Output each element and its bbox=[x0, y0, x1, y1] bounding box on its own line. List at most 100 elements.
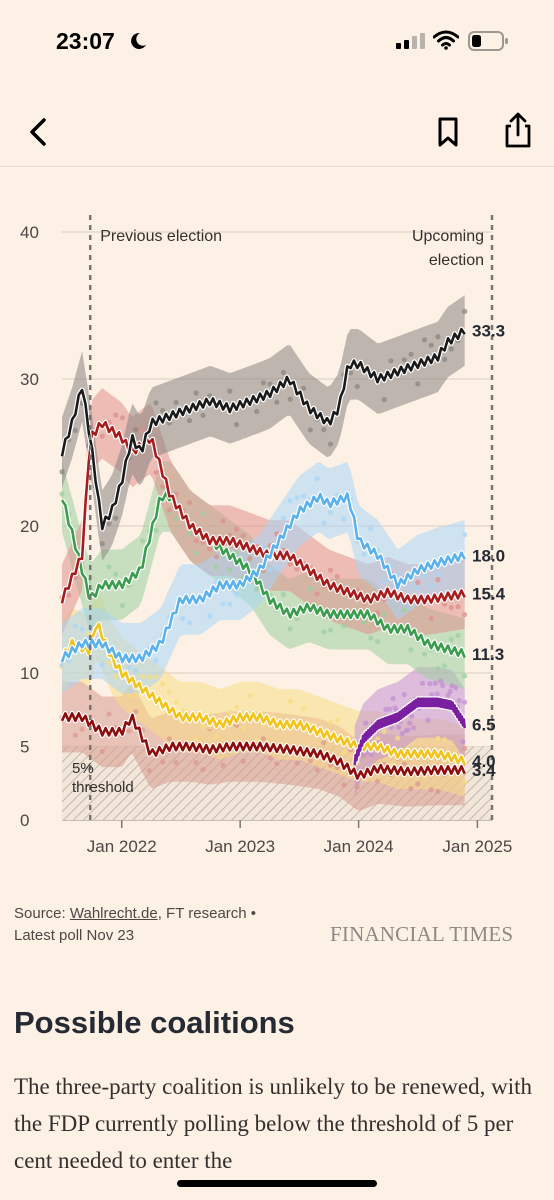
series-lines bbox=[59, 326, 468, 782]
poll-dot bbox=[462, 779, 468, 785]
series-end-label: 4.0 bbox=[472, 752, 496, 771]
poll-dot bbox=[233, 704, 240, 710]
poll-dot bbox=[72, 623, 78, 629]
poll-dot bbox=[193, 390, 199, 396]
poll-dot bbox=[307, 757, 313, 764]
poll-dot bbox=[425, 717, 431, 723]
poll-dot bbox=[321, 427, 327, 433]
poll-dot bbox=[421, 337, 428, 343]
poll-dot bbox=[113, 515, 119, 521]
poll-dot bbox=[363, 720, 369, 726]
x-tick-label: Jan 2024 bbox=[324, 837, 394, 856]
poll-dot bbox=[280, 591, 287, 598]
poll-dot bbox=[462, 746, 468, 752]
poll-dot bbox=[79, 726, 85, 732]
series-line bbox=[353, 697, 466, 766]
share-icon[interactable] bbox=[498, 110, 538, 152]
poll-dot bbox=[287, 498, 293, 504]
uncertainty-band bbox=[62, 295, 465, 561]
series-end-label: 18.0 bbox=[472, 546, 505, 565]
poll-dot bbox=[314, 476, 320, 482]
y-tick-label: 20 bbox=[20, 517, 39, 536]
poll-dot bbox=[381, 578, 387, 584]
poll-dot bbox=[160, 759, 166, 765]
poll-dot bbox=[415, 781, 421, 787]
poll-dot bbox=[233, 421, 240, 428]
poll-dot bbox=[106, 520, 112, 526]
poll-dot bbox=[334, 717, 340, 723]
poll-dot bbox=[227, 601, 233, 607]
series-line bbox=[60, 492, 466, 664]
poll-dot bbox=[442, 663, 448, 669]
poll-dot bbox=[421, 651, 428, 657]
y-tick-label: 30 bbox=[20, 370, 39, 389]
y-axis-ticks: 0 5 10 20 30 40 bbox=[20, 223, 39, 830]
poll-dot bbox=[388, 358, 394, 364]
poll-dot bbox=[307, 586, 313, 592]
poll-dot bbox=[173, 699, 179, 705]
poll-dot bbox=[133, 426, 139, 433]
poll-dot bbox=[361, 619, 367, 625]
ft-logo: FINANCIAL TIMES bbox=[330, 922, 514, 946]
poll-dot bbox=[334, 573, 340, 580]
article-heading: Possible coalitions bbox=[14, 1005, 295, 1040]
y-tick-label: 40 bbox=[20, 223, 39, 242]
poll-dot bbox=[153, 674, 159, 680]
poll-dot bbox=[442, 356, 448, 362]
poll-dot bbox=[240, 725, 246, 731]
poll-dot bbox=[341, 623, 347, 629]
poll-dot bbox=[301, 385, 307, 391]
poll-dot bbox=[99, 433, 105, 439]
poll-dot bbox=[429, 692, 435, 698]
poll-dot bbox=[341, 782, 347, 788]
poll-dot bbox=[287, 396, 293, 402]
poll-dot bbox=[435, 571, 441, 577]
poll-dot bbox=[193, 736, 199, 743]
poll-dot bbox=[301, 493, 307, 499]
bookmark-icon[interactable] bbox=[430, 112, 466, 152]
poll-dot bbox=[442, 601, 448, 607]
poll-dot bbox=[435, 577, 441, 583]
poll-dot bbox=[106, 660, 112, 666]
cellular-signal-icon bbox=[396, 33, 425, 49]
series-line bbox=[60, 491, 466, 659]
poll-dot bbox=[173, 760, 179, 766]
poll-dot bbox=[435, 665, 441, 671]
poll-dot bbox=[133, 692, 139, 698]
source-suffix: , FT research • bbox=[157, 905, 257, 922]
poll-dot bbox=[180, 616, 186, 622]
article-body: The three-party coalition is unlikely to… bbox=[14, 1074, 532, 1173]
poll-dot bbox=[113, 674, 119, 680]
poll-dot bbox=[133, 709, 139, 715]
poll-dot bbox=[455, 604, 461, 610]
back-arrow-icon[interactable] bbox=[18, 112, 58, 152]
poll-dot bbox=[99, 662, 105, 668]
poll-dot bbox=[59, 491, 65, 497]
poll-dot bbox=[227, 388, 233, 394]
poll-dot bbox=[401, 357, 407, 363]
poll-dot bbox=[233, 591, 240, 597]
poll-dot bbox=[428, 342, 434, 348]
poll-dot bbox=[448, 346, 454, 352]
nav-bar bbox=[0, 100, 554, 167]
poll-dot bbox=[106, 564, 112, 570]
poll-dot bbox=[267, 755, 273, 761]
poll-dot bbox=[160, 408, 166, 414]
poll-dot bbox=[456, 698, 462, 704]
poll-dot bbox=[294, 495, 300, 501]
poll-dot bbox=[435, 334, 441, 340]
poll-dot bbox=[166, 507, 172, 513]
poll-dot bbox=[193, 550, 199, 556]
poll-dot bbox=[186, 530, 193, 536]
source-link[interactable]: Wahlrecht.de bbox=[69, 905, 158, 922]
threshold-label: 5% bbox=[72, 760, 94, 777]
end-labels: 3.44.0 6.5 11.3 15.4 18.0 33.3 bbox=[472, 321, 506, 780]
poll-dot bbox=[287, 561, 293, 567]
poll-dot bbox=[193, 538, 199, 544]
poll-dot bbox=[341, 749, 347, 755]
home-indicator[interactable] bbox=[177, 1180, 377, 1187]
poll-dot bbox=[294, 616, 300, 622]
poll-dot bbox=[153, 469, 159, 475]
poll-dot bbox=[361, 551, 367, 557]
series-end-label: 3.4 bbox=[472, 761, 496, 780]
